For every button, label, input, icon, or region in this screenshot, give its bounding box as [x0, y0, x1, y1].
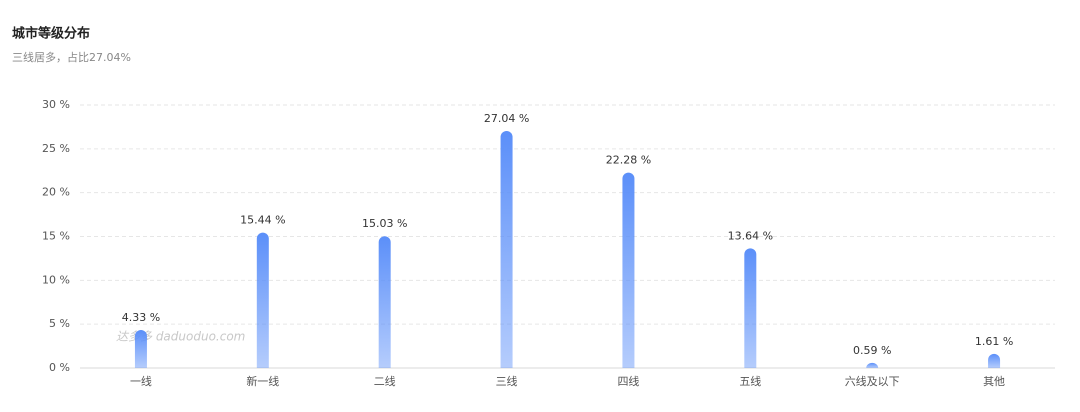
- x-tick-label: 一线: [130, 374, 152, 388]
- y-tick-label: 15 %: [42, 230, 70, 243]
- value-label: 1.61 %: [975, 335, 1013, 348]
- value-label: 13.64 %: [728, 229, 773, 242]
- x-tick-label: 五线: [739, 374, 761, 388]
- value-label: 4.33 %: [122, 311, 160, 324]
- x-tick-label: 六线及以下: [845, 374, 900, 388]
- chart-subtitle: 三线居多，占比27.04%: [12, 50, 131, 64]
- y-tick-label: 10 %: [42, 273, 70, 286]
- bar: [378, 236, 391, 368]
- value-label: 22.28 %: [606, 154, 651, 167]
- x-tick-label: 四线: [617, 374, 639, 388]
- y-tick-label: 30 %: [42, 98, 70, 111]
- x-tick-label: 二线: [374, 374, 396, 388]
- x-tick-label: 三线: [496, 374, 518, 388]
- x-tick-label: 新一线: [246, 374, 279, 388]
- watermark: 达多多 daduoduo.com: [116, 330, 245, 344]
- y-tick-label: 5 %: [49, 317, 70, 330]
- x-tick-label: 其他: [983, 375, 1005, 388]
- bar: [500, 130, 513, 368]
- bar: [256, 232, 269, 368]
- value-label: 15.44 %: [240, 214, 285, 227]
- chart-title: 城市等级分布: [12, 26, 90, 42]
- y-tick-label: 0 %: [49, 361, 70, 374]
- bar: [622, 172, 635, 368]
- value-label: 15.03 %: [362, 217, 407, 230]
- bar: [988, 353, 1001, 368]
- bar: [134, 330, 147, 368]
- value-label: 27.04 %: [484, 112, 529, 125]
- bar: [866, 362, 879, 368]
- y-tick-label: 20 %: [42, 186, 70, 199]
- value-label: 0.59 %: [853, 344, 891, 357]
- y-tick-label: 25 %: [42, 142, 70, 155]
- bar: [744, 248, 757, 368]
